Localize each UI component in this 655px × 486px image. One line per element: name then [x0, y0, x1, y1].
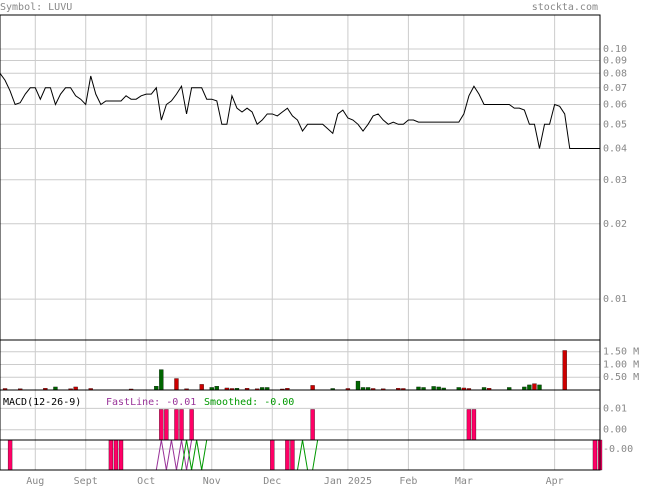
bar — [7, 439, 13, 471]
y-tick-label: 0.06 — [603, 100, 627, 111]
bar — [174, 409, 179, 441]
panel-frame — [0, 439, 601, 471]
x-tick-label: Dec — [263, 476, 281, 486]
x-tick-label: Mar — [455, 476, 473, 486]
bar — [270, 439, 275, 471]
y-tick-label: 0.01 — [603, 294, 627, 305]
y-tick-label: 0.03 — [603, 175, 627, 186]
bar — [113, 439, 119, 471]
bar — [108, 439, 114, 471]
bar — [532, 383, 537, 391]
symbol: Symbol: LUVU — [0, 2, 72, 13]
site: stockta.com — [532, 2, 598, 13]
bar — [285, 439, 290, 471]
bar — [174, 378, 179, 391]
y-tick-label: 0.05 — [603, 119, 627, 130]
bar — [159, 409, 164, 441]
y-tick-label: 0.04 — [603, 144, 627, 155]
bar — [527, 384, 532, 391]
bar — [189, 409, 194, 441]
bar — [310, 409, 315, 441]
price-line — [0, 72, 600, 150]
y-tick-label: 0.08 — [603, 68, 627, 79]
indicator-label: FastLine: -0.01 — [106, 397, 196, 408]
bar — [164, 409, 169, 441]
bar — [466, 409, 472, 441]
x-tick-label: Apr — [546, 476, 564, 486]
bar — [471, 409, 477, 441]
indicator-label: Smoothed: -0.00 — [204, 397, 294, 408]
bar — [199, 384, 204, 391]
bar — [290, 439, 295, 471]
x-tick-label: Aug — [26, 476, 44, 486]
y-tick-label: 0.01 — [603, 403, 627, 414]
y-tick-label: 0.07 — [603, 83, 627, 94]
bar — [562, 350, 567, 391]
y-tick-label: 0.02 — [603, 219, 627, 230]
bar — [537, 384, 542, 391]
bar — [592, 439, 598, 471]
y-tick-label: 0.09 — [603, 55, 627, 66]
x-tick-label: Oct — [137, 476, 155, 486]
bar — [310, 385, 315, 391]
y-tick-label: 0.50 M — [603, 372, 639, 383]
bar — [159, 369, 164, 391]
x-tick-label: Jan 2025 — [324, 476, 372, 486]
y-tick-label: 0.00 — [603, 425, 627, 436]
bar — [214, 386, 219, 391]
bar — [431, 386, 436, 391]
bar — [154, 386, 159, 391]
bar — [355, 380, 361, 391]
x-tick-label: Sept — [74, 476, 98, 486]
x-tick-label: Nov — [203, 476, 221, 486]
y-tick-label: 1.50 M — [603, 347, 639, 358]
y-tick-label: 0.10 — [603, 44, 627, 55]
y-tick-label: 1.00 M — [603, 359, 639, 370]
bar — [179, 409, 184, 441]
indicator-line — [155, 439, 193, 471]
indicator-label: MACD(12-26-9) — [3, 397, 81, 408]
x-tick-label: Feb — [399, 476, 417, 486]
y-tick-label: -0.00 — [603, 444, 633, 455]
bar — [118, 439, 124, 471]
